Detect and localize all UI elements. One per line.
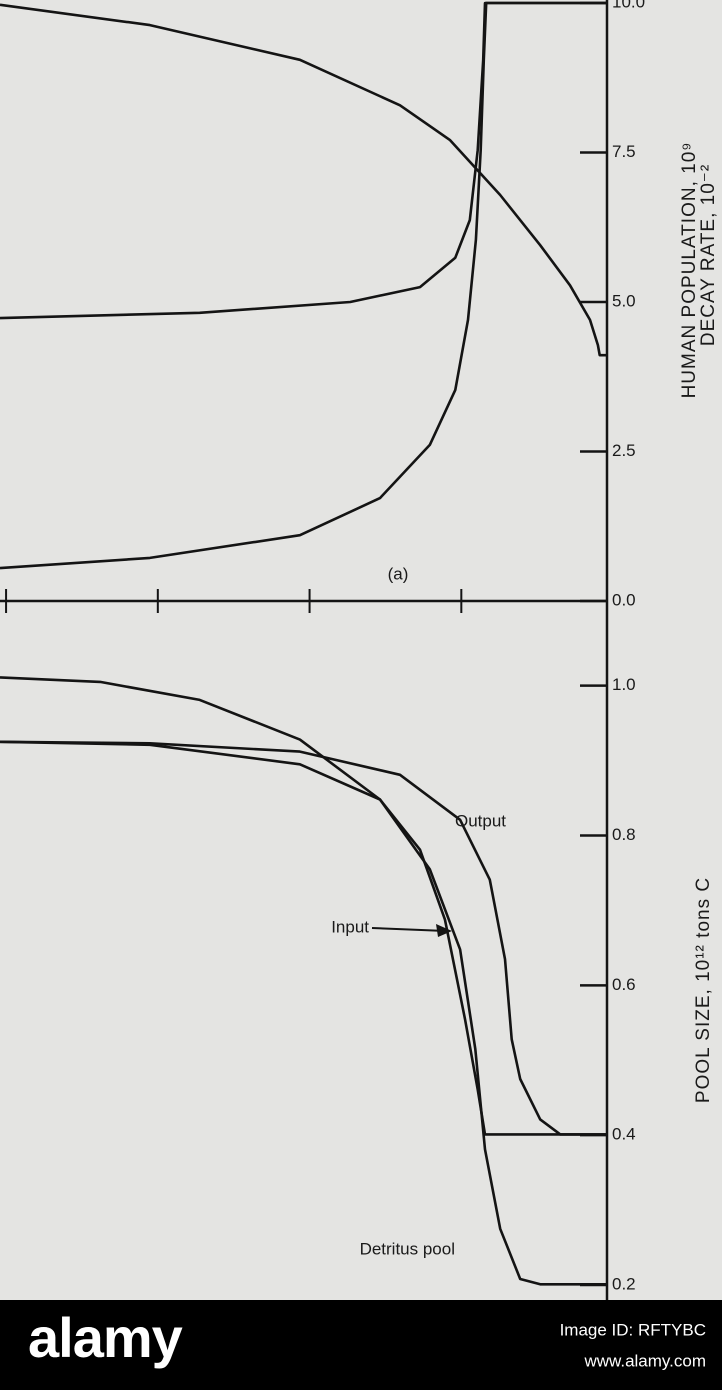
watermark-logo: alamy	[28, 1306, 183, 1369]
series-line	[0, 740, 607, 1136]
paper	[0, 0, 722, 1300]
y-tick-label: 2.5	[612, 441, 636, 460]
y-axis-title: HUMAN POPULATION, 10⁹	[679, 142, 700, 399]
y-axis-title: DECAY RATE, 10⁻²	[698, 164, 719, 346]
input-arrow	[371, 924, 452, 937]
series-line	[0, 3, 607, 357]
arrow-shaft	[371, 927, 447, 932]
watermark-band	[0, 1300, 722, 1390]
series-label: Output	[455, 811, 506, 830]
y-tick-label: 7.5	[612, 142, 636, 161]
y-axis-title: POOL SIZE, 10¹² tons C	[693, 877, 714, 1103]
y-tick-label: 1.0	[612, 675, 636, 694]
y-tick-label: 10.0	[612, 0, 645, 11]
watermark-id: Image ID: RFTYBC	[560, 1320, 706, 1339]
y-tick-label: 0.8	[612, 825, 636, 844]
series-label: Input	[331, 917, 369, 936]
series-label: Detritus pool	[360, 1239, 455, 1258]
y-tick-label: 5.0	[612, 291, 636, 310]
y-tick-label: 0.0	[612, 590, 636, 609]
y-tick-label: 0.2	[612, 1275, 636, 1294]
arrow-head	[436, 924, 452, 937]
watermark-url: www.alamy.com	[583, 1351, 706, 1370]
series-line	[0, 1, 607, 570]
series-line	[0, 676, 607, 1286]
y-tick-label: 0.4	[612, 1125, 636, 1144]
panel-label: (a)	[388, 564, 409, 583]
y-tick-label: 0.6	[612, 975, 636, 994]
